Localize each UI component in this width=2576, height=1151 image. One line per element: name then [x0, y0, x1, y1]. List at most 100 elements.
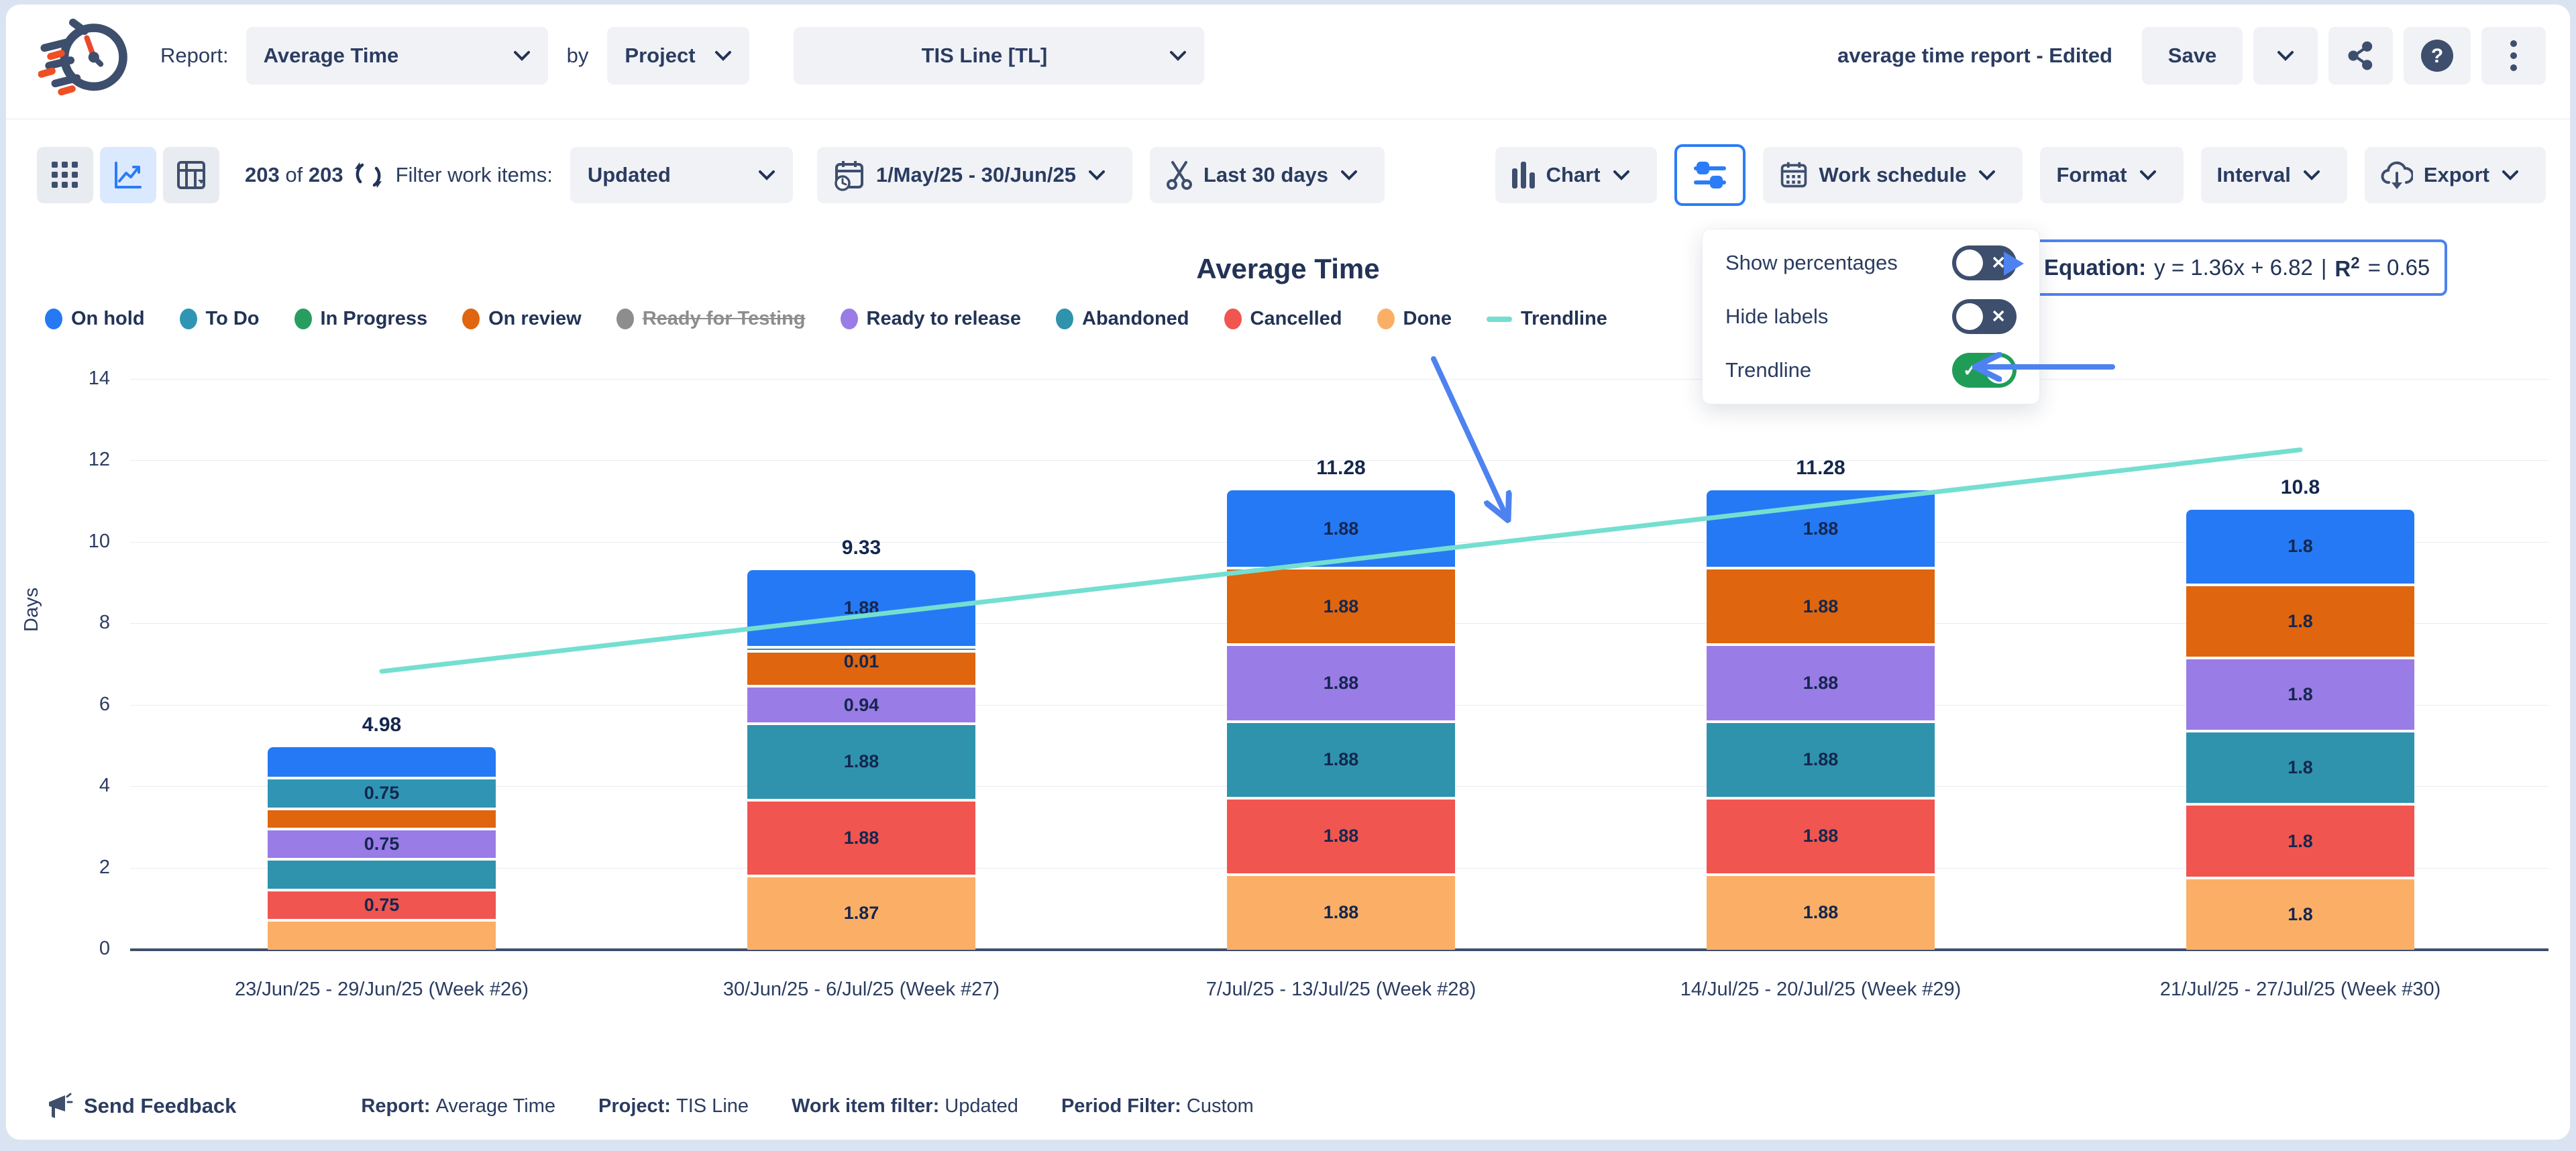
- export-dropdown[interactable]: Export: [2364, 147, 2546, 203]
- legend-label: On hold: [71, 308, 145, 329]
- y-tick-label: 2: [99, 856, 110, 878]
- segment-value-label: 1.8: [2288, 830, 2313, 851]
- panel-row-hide-labels[interactable]: Hide labels ✕: [1703, 290, 2039, 343]
- chevron-down-icon: [2139, 170, 2156, 180]
- pivot-view-button[interactable]: [163, 147, 219, 203]
- format-dropdown[interactable]: Format: [2040, 147, 2184, 203]
- interval-dropdown[interactable]: Interval: [2200, 147, 2347, 203]
- legend-item-to-do[interactable]: To Do: [179, 308, 260, 330]
- bar-segment-ready-to-release[interactable]: 0.75: [268, 827, 496, 859]
- legend-item-done[interactable]: Done: [1377, 308, 1452, 330]
- bar-segment-on-review[interactable]: 1.88: [1707, 567, 1935, 644]
- segment-value-label: 0.75: [364, 834, 400, 855]
- work-item-filter-dropdown[interactable]: Updated: [570, 147, 793, 203]
- bar-segment-done[interactable]: 1.88: [1707, 873, 1935, 950]
- bar-segment-abandoned[interactable]: 1.88: [747, 722, 975, 799]
- bar-segment-on-hold[interactable]: 1.88: [747, 569, 975, 646]
- legend-color-dot: [1056, 309, 1074, 329]
- bar-segment-abandoned[interactable]: 1.88: [1227, 720, 1455, 797]
- legend-color-dot: [840, 309, 858, 329]
- bar-segment-on-review[interactable]: 1.88: [1227, 567, 1455, 644]
- bar-segment-abandoned[interactable]: [268, 858, 496, 889]
- y-tick-label: 10: [88, 530, 110, 552]
- project-dropdown[interactable]: TIS Line [TL]: [794, 27, 1205, 85]
- export-label: Export: [2423, 163, 2489, 186]
- segment-value-label: 1.88: [1323, 749, 1359, 770]
- y-tick-label: 12: [88, 449, 110, 471]
- panel-row-trendline[interactable]: Trendline ✓: [1703, 343, 2039, 397]
- bar-segment-on-hold[interactable]: 1.8: [2186, 510, 2414, 584]
- group-by-dropdown[interactable]: Project: [607, 27, 750, 85]
- date-range-value: 1/May/25 - 30/Jun/25: [875, 163, 1076, 186]
- bar-chart-icon: [1511, 162, 1535, 188]
- refresh-icon[interactable]: [354, 160, 382, 190]
- bar-segment-cancelled[interactable]: 0.75: [268, 888, 496, 920]
- bar-segment-cancelled[interactable]: 1.8: [2186, 803, 2414, 877]
- segment-value-label: 1.88: [1323, 596, 1359, 616]
- chart-view-icon: [115, 162, 142, 188]
- date-range-dropdown[interactable]: 1/May/25 - 30/Jun/25: [816, 147, 1132, 203]
- segment-value-label: 1.8: [2288, 610, 2313, 631]
- bar-segment-cancelled[interactable]: 1.88: [1227, 796, 1455, 873]
- bar-segment-ready-to-release[interactable]: 1.88: [1227, 643, 1455, 720]
- toggle-off-show-percentages[interactable]: ✕: [1952, 245, 2017, 280]
- bar-segment-on-hold[interactable]: 1.88: [1227, 490, 1455, 567]
- bar-segment-on-hold[interactable]: [268, 747, 496, 777]
- legend-item-ready-to-release[interactable]: Ready to release: [840, 308, 1021, 330]
- summary-period-filter: Period Filter: Custom: [1061, 1095, 1254, 1117]
- save-label: Save: [2167, 44, 2217, 67]
- legend-label: Ready for Testing: [642, 308, 806, 329]
- toggle-on-trendline[interactable]: ✓: [1952, 353, 2017, 388]
- bar-segment-cancelled[interactable]: 1.88: [1707, 796, 1935, 873]
- bar-segment-done[interactable]: 1.87: [747, 874, 975, 950]
- plot-area: 0.75 0.75 0.75 4.98 1.88 0.01 0.94 1.88 1.88 1.87…: [130, 379, 2548, 951]
- toggle-off-hide-labels[interactable]: ✕: [1952, 299, 2017, 334]
- legend-item-abandoned[interactable]: Abandoned: [1056, 308, 1189, 330]
- report-type-dropdown[interactable]: Average Time: [246, 27, 548, 85]
- bar-segment-abandoned[interactable]: 1.88: [1707, 720, 1935, 797]
- pivot-table-icon: [177, 161, 205, 189]
- chart-type-dropdown[interactable]: Chart: [1495, 147, 1657, 203]
- more-menu-button[interactable]: [2481, 27, 2546, 85]
- bar-segment-done[interactable]: 1.8: [2186, 876, 2414, 950]
- header: Report: Average Time by Project TIS Line…: [6, 5, 2570, 107]
- quick-range-dropdown[interactable]: Last 30 days: [1149, 147, 1385, 203]
- bar-segment-ready-to-release[interactable]: 0.94: [747, 684, 975, 723]
- bar-segment-ready-to-release[interactable]: 1.88: [1707, 643, 1935, 720]
- legend-item-cancelled[interactable]: Cancelled: [1224, 308, 1342, 330]
- stacked-bar-2: 1.88 0.01 0.94 1.88 1.88 1.87 9.33: [747, 537, 975, 950]
- chart-settings-button[interactable]: [1674, 144, 1746, 206]
- bar-segment-on-review[interactable]: [268, 807, 496, 828]
- work-schedule-dropdown[interactable]: Work schedule: [1762, 147, 2023, 203]
- bar-segment-on-review[interactable]: 1.8: [2186, 583, 2414, 657]
- panel-row-show-percentages[interactable]: Show percentages ✕: [1703, 236, 2039, 290]
- calendar-clock-icon: [835, 161, 863, 191]
- bar-segment-on-hold[interactable]: 1.88: [1707, 490, 1935, 567]
- help-button[interactable]: ?: [2404, 27, 2471, 85]
- report-label: Report:: [160, 44, 229, 67]
- legend-label: In Progress: [320, 308, 428, 329]
- legend-item-trendline[interactable]: Trendline: [1487, 308, 1607, 330]
- save-options-button[interactable]: [2253, 27, 2318, 85]
- equation-label: Equation:: [2044, 255, 2147, 280]
- grid-view-button[interactable]: [37, 147, 93, 203]
- chart-view-button[interactable]: [100, 147, 156, 203]
- legend-item-in-progress[interactable]: In Progress: [294, 308, 428, 330]
- legend-item-on-review[interactable]: On review: [462, 308, 582, 330]
- bar-segment-done[interactable]: 1.88: [1227, 873, 1455, 950]
- bar-segment-ready-to-release[interactable]: 1.8: [2186, 656, 2414, 730]
- chart-settings-panel: Show percentages ✕ Hide labels ✕ Trendline ✓: [1702, 229, 2040, 404]
- bar-total-label: 10.8: [2280, 476, 2320, 499]
- bar-segment-cancelled[interactable]: 1.88: [747, 798, 975, 875]
- bar-segment-to-do[interactable]: 0.75: [268, 776, 496, 808]
- legend-item-ready-for-testing[interactable]: Ready for Testing: [616, 308, 806, 330]
- bar-segment-abandoned[interactable]: 1.8: [2186, 730, 2414, 804]
- summary-project: Project: TIS Line: [598, 1095, 749, 1117]
- x-tick-label: 7/Jul/25 - 13/Jul/25 (Week #28): [1205, 979, 1477, 1000]
- legend-item-on-hold[interactable]: On hold: [45, 308, 145, 330]
- save-button[interactable]: Save: [2142, 27, 2243, 85]
- share-button[interactable]: [2328, 27, 2393, 85]
- send-feedback-button[interactable]: Send Feedback: [45, 1091, 236, 1121]
- chevron-down-icon: [1341, 170, 1358, 180]
- bar-segment-done[interactable]: [268, 919, 496, 950]
